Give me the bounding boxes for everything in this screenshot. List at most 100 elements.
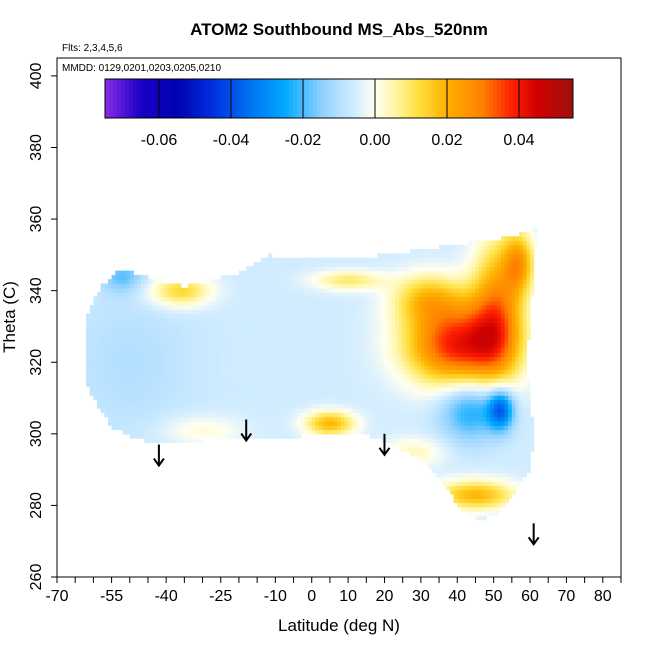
heatmap-cell <box>457 395 462 401</box>
heatmap-cell <box>453 438 458 444</box>
heatmap-cell <box>424 360 429 366</box>
heatmap-cell <box>490 330 495 336</box>
heatmap-cell <box>308 365 313 370</box>
heatmap-cell <box>409 395 415 401</box>
heatmap-cell <box>388 420 393 426</box>
heatmap-cell <box>155 347 160 353</box>
heatmap-cell <box>100 360 105 366</box>
heatmap-cell <box>257 292 262 297</box>
heatmap-cell <box>249 433 255 439</box>
heatmap-cell <box>137 326 142 332</box>
heatmap-cell <box>297 300 302 306</box>
heatmap-cell <box>268 347 273 353</box>
heatmap-cell <box>286 399 291 405</box>
heatmap-cell <box>297 390 302 396</box>
heatmap-cell <box>217 399 222 405</box>
heatmap-cell <box>158 296 164 302</box>
heatmap-cell <box>260 408 266 413</box>
heatmap-cell <box>177 416 182 422</box>
heatmap-cell <box>289 296 295 302</box>
heatmap-cell <box>377 369 382 375</box>
heatmap-cell <box>471 283 477 289</box>
heatmap-cell <box>213 360 218 366</box>
heatmap-cell <box>235 335 240 340</box>
heatmap-cell <box>122 360 127 366</box>
heatmap-cell <box>413 352 418 358</box>
heatmap-cell <box>464 322 469 328</box>
heatmap-cell <box>224 356 229 362</box>
heatmap-cell <box>471 386 477 392</box>
heatmap-cell <box>391 429 396 435</box>
heatmap-cell <box>155 403 160 409</box>
heatmap-cell <box>340 283 346 289</box>
heatmap-cell <box>282 326 287 332</box>
heatmap-cell <box>162 395 167 401</box>
heatmap-cell <box>329 309 335 315</box>
heatmap-cell <box>177 420 182 426</box>
heatmap-cell <box>366 425 371 431</box>
heatmap-cell <box>118 386 124 392</box>
heatmap-cell <box>460 429 466 435</box>
heatmap-cell <box>395 296 400 302</box>
heatmap-cell <box>166 412 171 418</box>
heatmap-cell <box>260 292 266 297</box>
heatmap-cell <box>475 420 480 426</box>
heatmap-cell <box>220 425 225 431</box>
heatmap-cell <box>377 279 382 285</box>
heatmap-cell <box>479 412 484 418</box>
heatmap-cell <box>144 420 149 426</box>
heatmap-cell <box>198 369 204 375</box>
heatmap-cell <box>406 335 411 340</box>
heatmap-cell <box>362 408 367 413</box>
heatmap-cell <box>100 339 105 345</box>
heatmap-cell <box>289 313 295 319</box>
heatmap-cell <box>304 347 309 353</box>
heatmap-cell <box>213 322 218 328</box>
heatmap-cell <box>457 262 462 267</box>
heatmap-cell <box>413 309 418 315</box>
heatmap-cell <box>439 313 444 319</box>
heatmap-cell <box>490 296 495 302</box>
heatmap-cell <box>286 408 291 413</box>
heatmap-cell <box>220 352 225 358</box>
heatmap-cell <box>471 296 477 302</box>
heatmap-cell <box>107 403 113 409</box>
heatmap-cell <box>217 326 222 332</box>
heatmap-cell <box>147 425 153 431</box>
heatmap-cell <box>166 330 171 336</box>
heatmap-cell <box>457 317 462 323</box>
heatmap-cell <box>151 369 156 375</box>
heatmap-cell <box>217 416 222 422</box>
heatmap-cell <box>268 369 273 375</box>
heatmap-cell <box>406 296 411 302</box>
heatmap-cell <box>475 317 480 323</box>
heatmap-cell <box>439 403 444 409</box>
heatmap-cell <box>468 253 473 259</box>
heatmap-cell <box>380 292 386 297</box>
heatmap-cell <box>490 438 495 444</box>
heatmap-cell <box>93 339 98 345</box>
heatmap-cell <box>391 279 396 285</box>
heatmap-cell <box>340 377 346 383</box>
heatmap-cell <box>384 369 389 375</box>
heatmap-cell <box>439 433 444 439</box>
heatmap-cell <box>278 343 284 349</box>
heatmap-cell <box>388 377 393 383</box>
heatmap-cell <box>417 343 422 349</box>
heatmap-cell <box>118 352 124 358</box>
heatmap-cell <box>439 339 444 345</box>
heatmap-cell <box>140 365 145 370</box>
heatmap-cell <box>413 451 418 456</box>
heatmap-cell <box>180 390 185 396</box>
heatmap-cell <box>253 335 258 340</box>
heatmap-cell <box>144 356 149 362</box>
heatmap-cell <box>362 309 367 315</box>
heatmap-cell <box>373 283 378 289</box>
heatmap-cell <box>315 356 320 362</box>
heatmap-cell <box>206 373 211 379</box>
heatmap-cell <box>180 377 185 383</box>
heatmap-cell <box>268 309 273 315</box>
heatmap-cell <box>435 339 440 345</box>
heatmap-cell <box>475 511 480 517</box>
